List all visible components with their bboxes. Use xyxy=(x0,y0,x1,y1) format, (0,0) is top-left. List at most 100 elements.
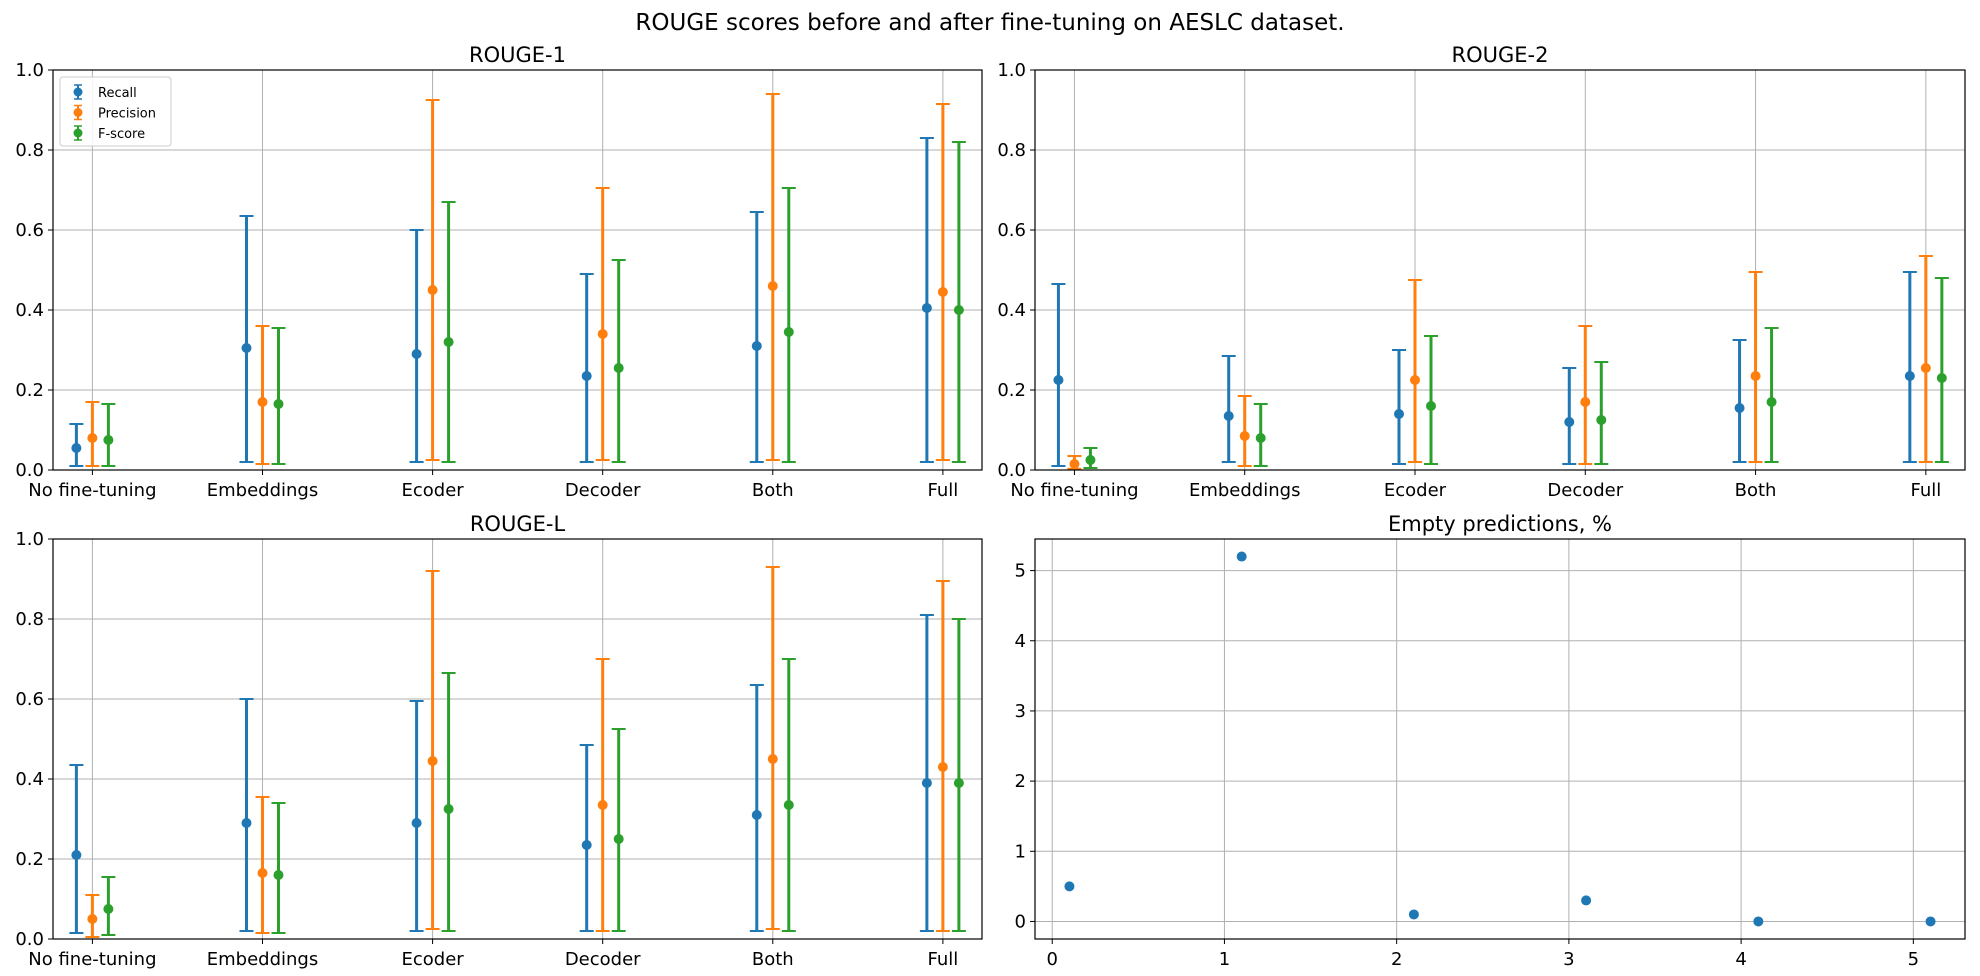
panel-rouge-l-precision-errorbar xyxy=(765,566,780,930)
panel-rouge-1-recall-errorbar xyxy=(239,215,254,463)
data-point xyxy=(751,341,762,351)
data-point xyxy=(241,818,252,828)
panel-rouge-l-f-score-errorbar xyxy=(611,728,626,932)
panel-rouge-2-f-score-errorbar xyxy=(1423,335,1438,465)
panel-rouge-2-precision-errorbar xyxy=(1237,395,1252,467)
panel-rouge-l-f-score-errorbar xyxy=(101,876,116,936)
x-tick-label: Ecoder xyxy=(401,480,464,501)
data-point xyxy=(273,870,284,880)
data-point xyxy=(1750,371,1761,381)
data-point xyxy=(1223,411,1234,421)
scatter-point xyxy=(1236,551,1247,562)
data-point xyxy=(1085,455,1096,465)
panel-rouge-l-precision-errorbar xyxy=(85,894,100,938)
panel-rouge-1-f-score-errorbar xyxy=(441,201,456,463)
data-point xyxy=(87,433,98,443)
panel-rouge-1-precision-errorbar xyxy=(765,93,780,461)
data-point xyxy=(1920,363,1931,373)
panel-rouge-1-recall-errorbar xyxy=(409,229,424,463)
data-point xyxy=(1580,397,1591,407)
data-point xyxy=(443,337,454,347)
data-point xyxy=(613,363,624,373)
data-point xyxy=(921,303,932,313)
panel-rouge-l-recall-errorbar xyxy=(579,744,594,932)
x-tick-label: No fine-tuning xyxy=(28,949,156,970)
panel-rouge-1-precision-errorbar xyxy=(595,187,610,461)
y-tick-label: 0.0 xyxy=(997,460,1026,481)
panel-rouge-l-recall-errorbar xyxy=(239,698,254,932)
data-point xyxy=(581,371,592,381)
panel-rouge-2-f-score-errorbar xyxy=(1764,327,1779,463)
panel-rouge-2-precision-errorbar xyxy=(1748,271,1763,463)
y-tick-label: 0.4 xyxy=(997,300,1026,321)
data-point xyxy=(767,754,778,764)
x-tick-label: Embeddings xyxy=(207,949,318,970)
panel-empty-predictions: Empty predictions, % 0 1 2 3 4 5 0 1 2 3 4 5 xyxy=(1015,512,1966,970)
scatter-point xyxy=(1408,909,1419,920)
y-tick-label: 1.0 xyxy=(15,529,44,550)
legend-marker-dot xyxy=(73,87,83,97)
y-tick-label: 2 xyxy=(1015,771,1026,792)
y-tick-label: 0.0 xyxy=(15,929,44,950)
panel-rouge-l-recall-errorbar xyxy=(919,614,934,932)
y-tick-label: 0.6 xyxy=(997,220,1026,241)
panel-rouge-1-f-score-errorbar xyxy=(101,403,116,467)
panel-rouge-2-f-score-errorbar xyxy=(1253,403,1268,467)
panel-rouge-1: ROUGE-1 No fine-tuning Embeddings Ecoder Dec… xyxy=(15,43,983,501)
data-point xyxy=(1596,415,1607,425)
data-point xyxy=(427,285,438,295)
y-tick-label: 5 xyxy=(1015,561,1026,582)
data-point xyxy=(597,329,608,339)
panel-rouge-2-recall-errorbar xyxy=(1902,271,1917,463)
panel-rouge-1-recall-errorbar xyxy=(919,137,934,463)
x-tick-label: 0 xyxy=(1046,949,1057,970)
y-tick-label: 0.4 xyxy=(15,300,44,321)
panel-rouge-2-axes-frame xyxy=(1034,69,1966,471)
y-tick-label: 0.2 xyxy=(997,380,1026,401)
data-point xyxy=(783,327,794,337)
data-point xyxy=(257,868,268,878)
data-point xyxy=(1239,431,1250,441)
y-tick-label: 1.0 xyxy=(997,60,1026,81)
x-tick-label: No fine-tuning xyxy=(28,480,156,501)
x-tick-label: Embeddings xyxy=(1189,480,1300,501)
panel-rouge-1-precision-errorbar xyxy=(255,325,270,465)
panel-rouge-2-precision-errorbar xyxy=(1067,455,1082,470)
y-tick-label: 0.8 xyxy=(997,140,1026,161)
x-tick-label: Full xyxy=(927,949,958,970)
panel-rouge-l-precision-errorbar xyxy=(425,570,440,930)
x-tick-label: No fine-tuning xyxy=(1010,480,1138,501)
panel-rouge-l-f-score-errorbar xyxy=(441,672,456,932)
panel-rouge-2-title: ROUGE-2 xyxy=(1452,43,1549,67)
panel-rouge-2-f-score-errorbar xyxy=(1594,361,1609,465)
panel-rouge-1-f-score-errorbar xyxy=(271,327,286,465)
panel-rouge-1-legend: Recall Precision F-score xyxy=(59,76,172,147)
panel-rouge-2-f-score-errorbar xyxy=(1934,277,1949,463)
x-tick-label: 4 xyxy=(1735,949,1746,970)
panel-rouge-l-recall-errorbar xyxy=(69,764,84,934)
data-point xyxy=(1409,375,1420,385)
panel-rouge-2-precision-errorbar xyxy=(1578,325,1593,465)
panel-rouge-2-recall-errorbar xyxy=(1051,283,1066,467)
y-tick-label: 0.4 xyxy=(15,769,44,790)
scatter-point xyxy=(1753,916,1764,927)
figure-title: ROUGE scores before and after fine-tunin… xyxy=(635,10,1344,36)
data-point xyxy=(443,804,454,814)
data-point xyxy=(241,343,252,353)
data-point xyxy=(411,349,422,359)
x-tick-label: 3 xyxy=(1563,949,1574,970)
x-tick-label: Embeddings xyxy=(207,480,318,501)
panel-rouge-1-f-score-errorbar xyxy=(781,187,796,463)
scatter-point xyxy=(1925,916,1936,927)
scatter-point xyxy=(1064,881,1075,892)
y-tick-label: 1.0 xyxy=(15,60,44,81)
panel-empty-predictions-axes-frame xyxy=(1034,538,1966,940)
x-tick-label: Decoder xyxy=(565,480,641,501)
panel-rouge-2-precision-errorbar xyxy=(1918,255,1933,463)
data-point xyxy=(1053,375,1064,385)
data-point xyxy=(597,800,608,810)
x-tick-label: Full xyxy=(927,480,958,501)
x-tick-label: Ecoder xyxy=(1384,480,1447,501)
x-tick-label: Decoder xyxy=(1547,480,1623,501)
data-point xyxy=(71,850,82,860)
